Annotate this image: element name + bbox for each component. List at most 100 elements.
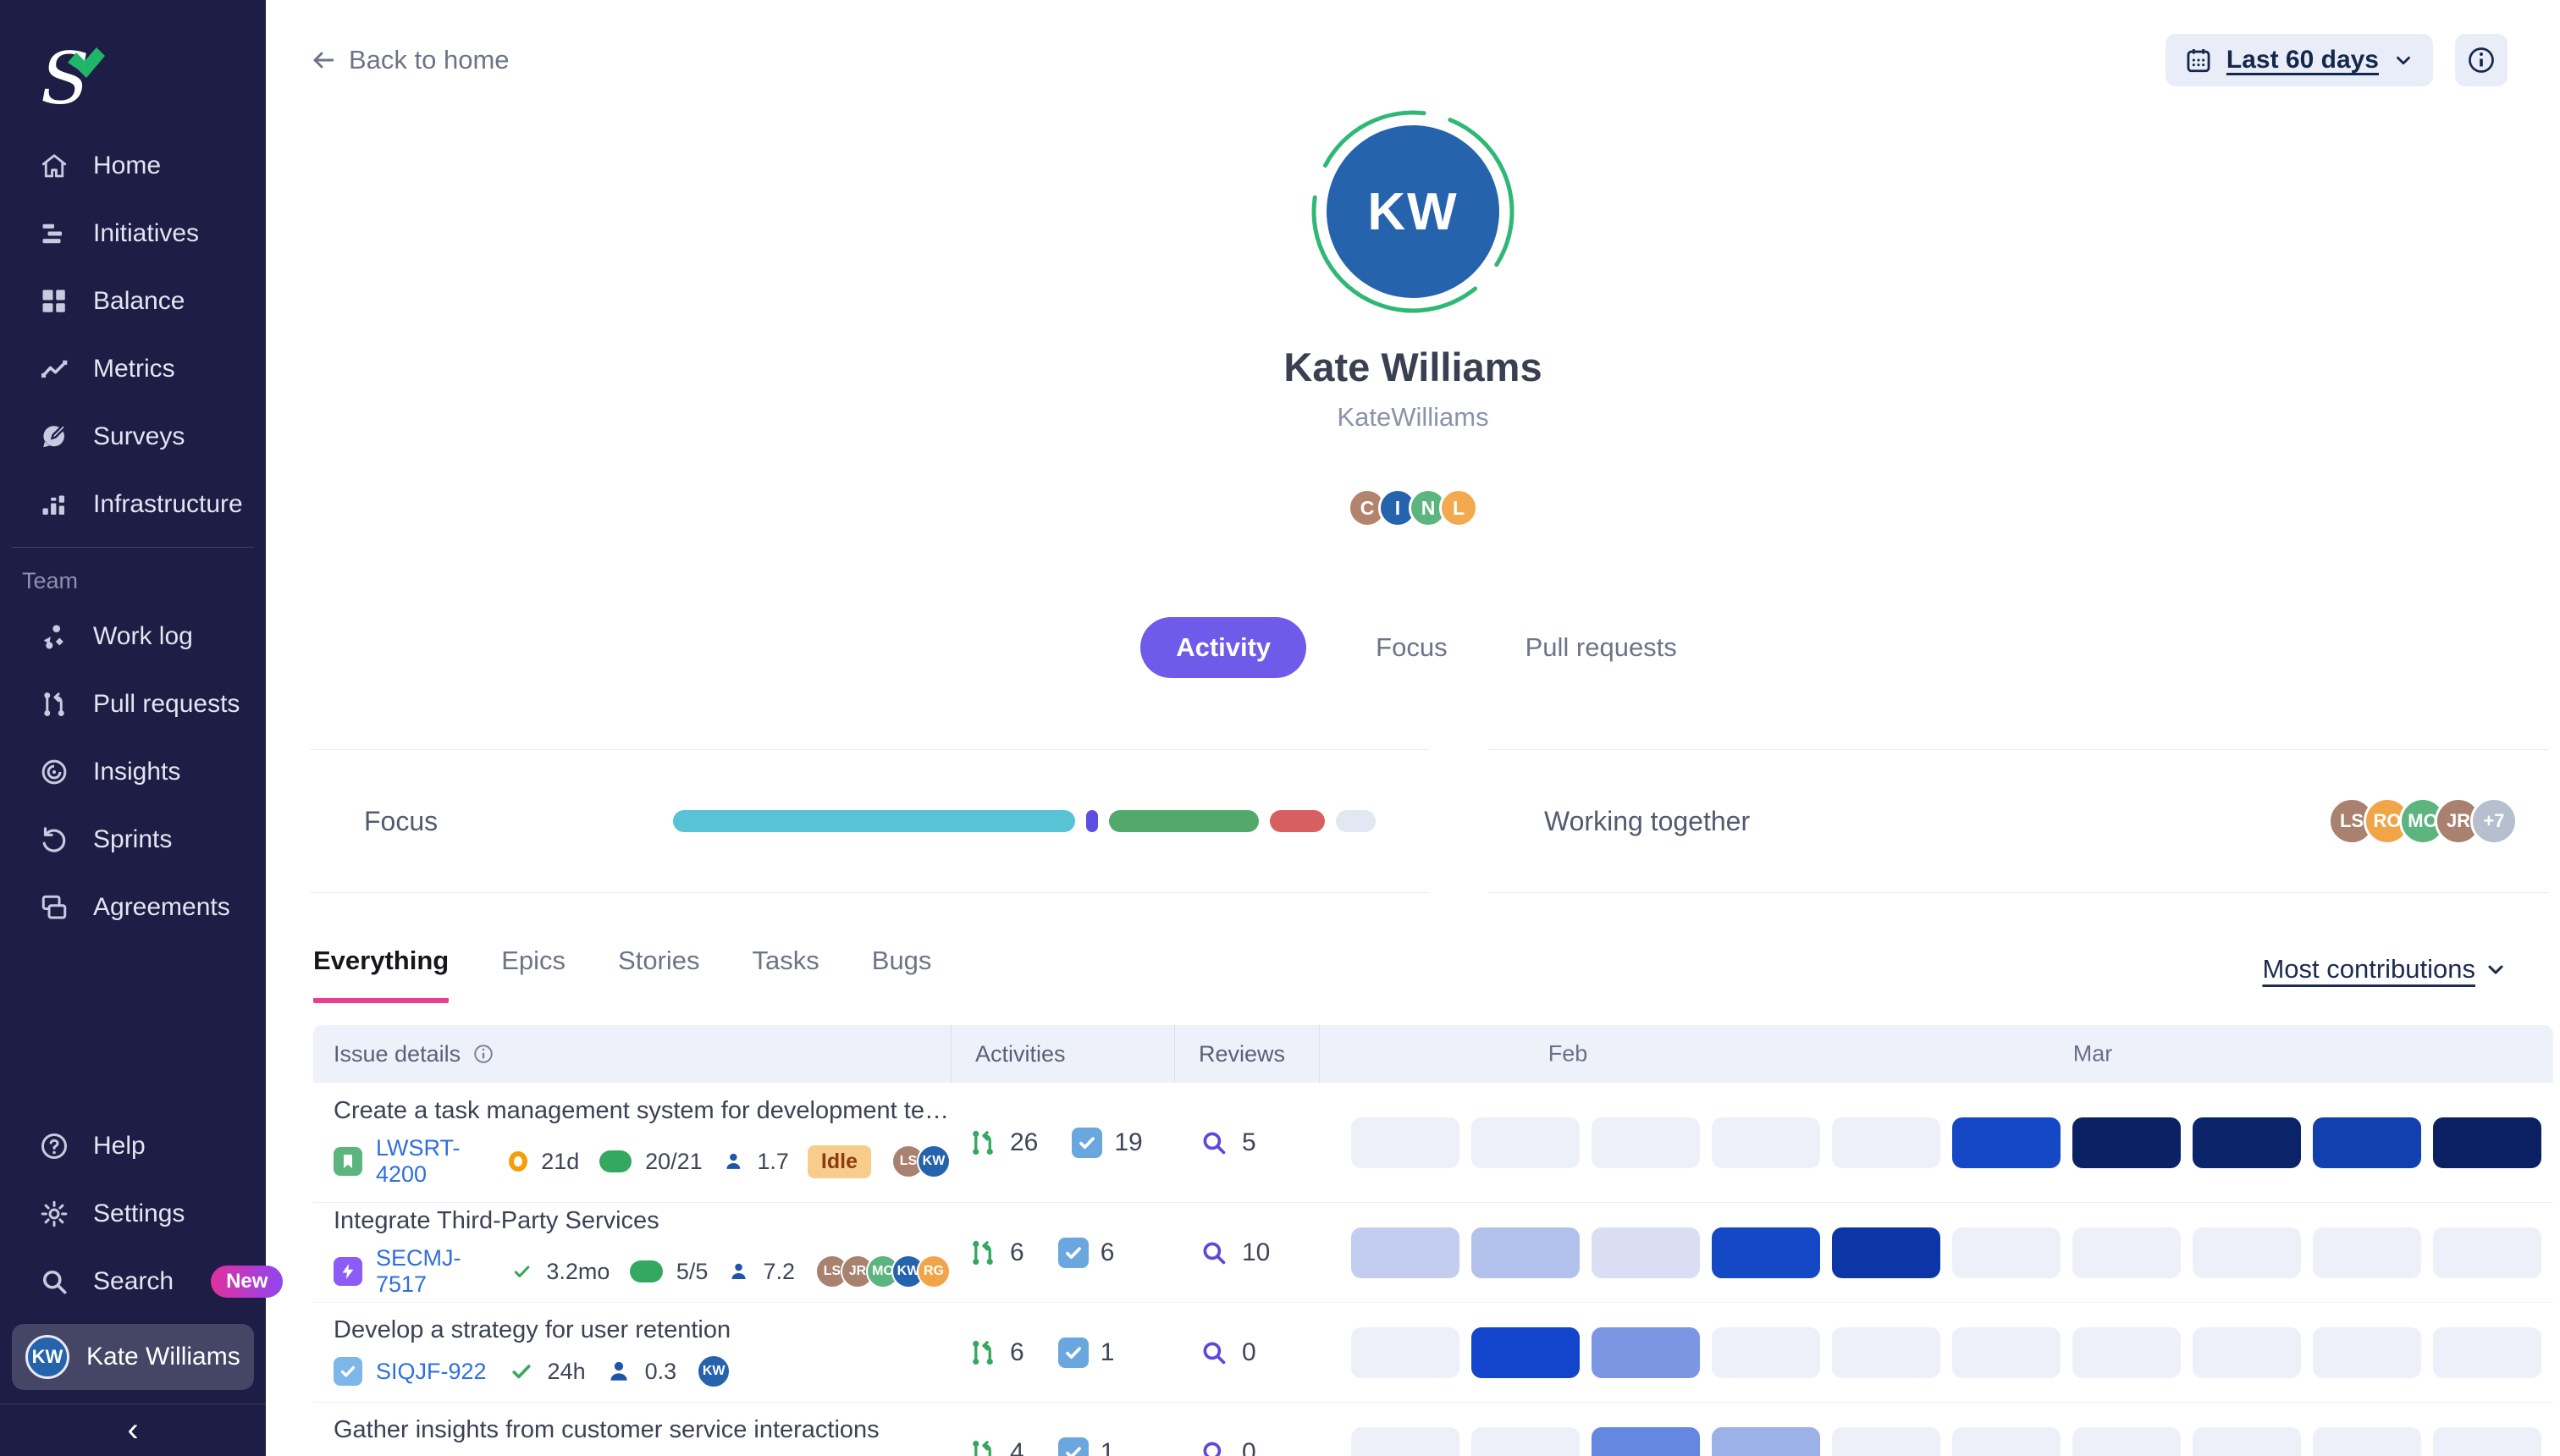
activity-cell[interactable] [2313,1326,2421,1378]
sidebar-item-label: Metrics [93,355,175,383]
activity-cell[interactable] [1712,1326,1820,1378]
month-label-mar: Mar [2072,1040,2113,1067]
activity-cell[interactable] [2193,1227,2301,1278]
activity-cell[interactable] [2433,1117,2541,1168]
activity-cell[interactable] [1592,1227,1700,1278]
sidebar-item-initiatives[interactable]: Initiatives [0,200,266,267]
collaborator-avatar-7[interactable]: +7 [2470,797,2518,845]
sidebar-item-pull-requests[interactable]: Pull requests [0,670,266,738]
focus-bar [673,810,1376,832]
sidebar-item-agreements[interactable]: Agreements [0,874,266,941]
activity-cell[interactable] [1712,1426,1820,1456]
activity-cell[interactable] [1471,1227,1580,1278]
sidebar-user[interactable]: KW Kate Williams [12,1324,254,1390]
sidebar-item-metrics[interactable]: Metrics [0,335,266,403]
tab-pull-requests[interactable]: Pull requests [1525,632,1677,662]
calendar-icon [2184,46,2213,74]
activity-cell[interactable] [1832,1117,1940,1168]
activity-cell[interactable] [2072,1117,2181,1168]
activity-cell[interactable] [1592,1326,1700,1378]
activity-cell[interactable] [1351,1117,1459,1168]
activity-cell[interactable] [2072,1326,2181,1378]
activity-cell[interactable] [1952,1426,2061,1456]
activity-cell[interactable] [2193,1326,2301,1378]
done-count: 6 [1100,1238,1115,1266]
sidebar-item-work-log[interactable]: Work log [0,603,266,670]
issue-id-link[interactable]: SIQJF-922 [376,1358,487,1384]
team-badge-n[interactable]: N [1409,488,1448,527]
activity-heatmap [1319,1203,2553,1302]
activity-heatmap [1319,1303,2553,1402]
issue-filter-row: Everything Epics Stories Tasks Bugs Most con… [313,946,2508,1003]
activity-cell[interactable] [1471,1426,1580,1456]
activity-cell[interactable] [1952,1326,2061,1378]
activity-cell[interactable] [2072,1227,2181,1278]
done-count: 19 [1114,1128,1143,1156]
activity-cell[interactable] [1351,1326,1459,1378]
activity-cell[interactable] [1952,1227,2061,1278]
sidebar-item-search[interactable]: Search New [0,1248,284,1315]
activity-cell[interactable] [2313,1117,2421,1168]
tab-activity[interactable]: Activity [1140,617,1307,678]
activity-cell[interactable] [2193,1426,2301,1456]
activity-cell[interactable] [1592,1117,1700,1168]
activity-cell[interactable] [2313,1227,2421,1278]
activity-cell[interactable] [1351,1426,1459,1456]
arrow-left-icon [310,47,337,74]
activity-cell[interactable] [1832,1227,1940,1278]
sidebar-item-surveys[interactable]: Surveys [0,403,266,471]
review-count: 0 [1242,1437,1256,1456]
activity-cell[interactable] [1712,1117,1820,1168]
sidebar-item-settings[interactable]: Settings [0,1180,266,1248]
activity-cell[interactable] [1471,1117,1580,1168]
done-checkbox-icon [1057,1237,1089,1268]
sidebar-item-insights[interactable]: Insights [0,738,266,806]
app-logo[interactable]: S [36,37,117,120]
filter-tab-epics[interactable]: Epics [501,946,566,975]
activity-cell[interactable] [2193,1117,2301,1168]
work-log-icon [39,621,69,652]
sidebar-item-sprints[interactable]: Sprints [0,806,266,874]
epic-icon [334,1147,362,1176]
filter-tab-stories[interactable]: Stories [618,946,700,975]
avatar-kw[interactable]: KW [697,1354,731,1388]
activity-cell[interactable] [1832,1326,1940,1378]
activity-cell[interactable] [1592,1426,1700,1456]
activity-cell[interactable] [2313,1426,2421,1456]
avatar-kw[interactable]: KW [917,1144,951,1178]
team-badge-l[interactable]: L [1439,488,1478,527]
filter-tab-everything[interactable]: Everything [313,946,450,1003]
activity-cell[interactable] [2433,1426,2541,1456]
insights-icon [39,757,69,787]
main-content: Back to home Last 60 days [266,0,2560,1456]
header-reviews: Reviews [1174,1025,1319,1083]
activity-cell[interactable] [1471,1326,1580,1378]
info-button[interactable] [2455,34,2508,86]
sidebar-collapse-button[interactable]: ‹ [0,1404,266,1456]
issue-progress: 5/5 [676,1258,709,1284]
activity-cell[interactable] [2433,1326,2541,1378]
filter-tab-tasks[interactable]: Tasks [752,946,819,975]
tab-focus[interactable]: Focus [1376,632,1448,662]
sort-dropdown[interactable]: Most contributions [2262,954,2508,1003]
sidebar-item-home[interactable]: Home [0,132,266,200]
date-range-selector[interactable]: Last 60 days [2165,34,2433,86]
activity-cell[interactable] [1952,1117,2061,1168]
sidebar-item-balance[interactable]: Balance [0,267,266,335]
review-icon [1200,1238,1228,1267]
avatar-rg[interactable]: RG [917,1255,951,1288]
activity-cell[interactable] [2433,1227,2541,1278]
back-to-home-link[interactable]: Back to home [310,45,510,75]
sidebar-item-help[interactable]: Help [0,1112,266,1180]
activity-cell[interactable] [1712,1227,1820,1278]
filter-tab-bugs[interactable]: Bugs [871,946,932,975]
issue-people-count: 1.7 [757,1148,789,1174]
activity-cell[interactable] [1351,1227,1459,1278]
info-icon[interactable] [472,1043,494,1065]
activity-cell[interactable] [2072,1426,2181,1456]
activity-cell[interactable] [1832,1426,1940,1456]
sidebar-item-infrastructure[interactable]: Infrastructure [0,471,266,538]
issue-id-link[interactable]: LWSRT-4200 [376,1135,461,1187]
issue-id-link[interactable]: SECMJ-7517 [376,1245,461,1297]
check-icon [511,1259,532,1284]
